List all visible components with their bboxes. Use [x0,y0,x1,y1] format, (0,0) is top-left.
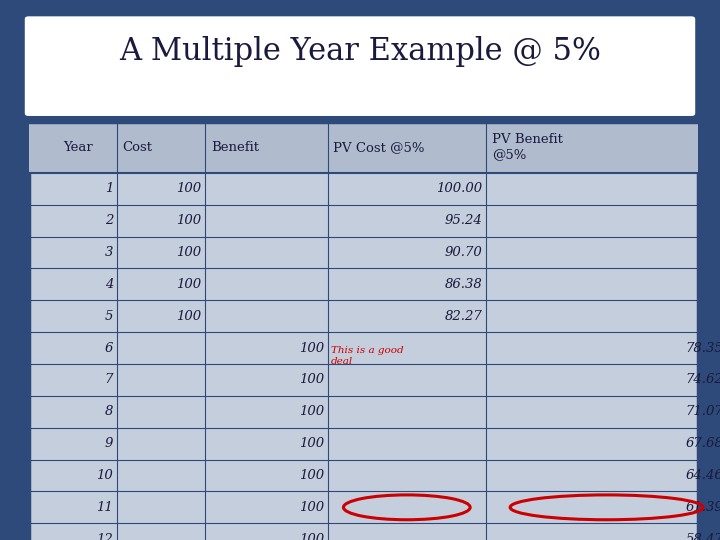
Text: 100.00: 100.00 [436,182,482,195]
Text: 1: 1 [104,182,113,195]
Text: 100: 100 [299,341,324,355]
Text: 12: 12 [96,532,113,540]
Text: 9: 9 [104,437,113,450]
Text: 100: 100 [176,278,202,291]
Text: 100: 100 [176,246,202,259]
Text: 11: 11 [96,501,113,514]
Bar [29,122,698,540]
Text: 4: 4 [104,278,113,291]
Text: 100: 100 [176,182,202,195]
Text: 58.47: 58.47 [686,532,720,540]
Text: 100: 100 [176,214,202,227]
Text: 6: 6 [104,341,113,355]
Text: 100: 100 [176,309,202,323]
Text: 5: 5 [104,309,113,323]
Text: 100: 100 [299,532,324,540]
Text: 64.46: 64.46 [686,469,720,482]
Text: 100: 100 [299,405,324,418]
Text: 78.35: 78.35 [686,341,720,355]
Text: 67.68: 67.68 [686,437,720,450]
Text: Year: Year [63,140,93,154]
Text: 10: 10 [96,469,113,482]
Text: 61.39: 61.39 [686,501,720,514]
Text: Benefit: Benefit [211,140,259,154]
Text: 8: 8 [104,405,113,418]
Text: 100: 100 [299,373,324,387]
Text: 7: 7 [104,373,113,387]
Text: 82.27: 82.27 [445,309,482,323]
Text: 74.62: 74.62 [686,373,720,387]
Text: 95.24: 95.24 [445,214,482,227]
Text: 90.70: 90.70 [445,246,482,259]
Text: PV Cost @5%: PV Cost @5% [333,140,425,154]
Text: This is a good
deal: This is a good deal [331,346,404,366]
Text: A Multiple Year Example @ 5%: A Multiple Year Example @ 5% [119,37,601,68]
FancyBboxPatch shape [23,15,697,118]
Text: 100: 100 [299,469,324,482]
Text: 100: 100 [299,437,324,450]
Text: PV Benefit
@5%: PV Benefit @5% [492,133,562,161]
Bar [29,122,698,173]
Text: 2: 2 [104,214,113,227]
Text: Cost: Cost [122,140,153,154]
Text: 86.38: 86.38 [445,278,482,291]
Text: 3: 3 [104,246,113,259]
Text: 71.07: 71.07 [686,405,720,418]
Text: 100: 100 [299,501,324,514]
